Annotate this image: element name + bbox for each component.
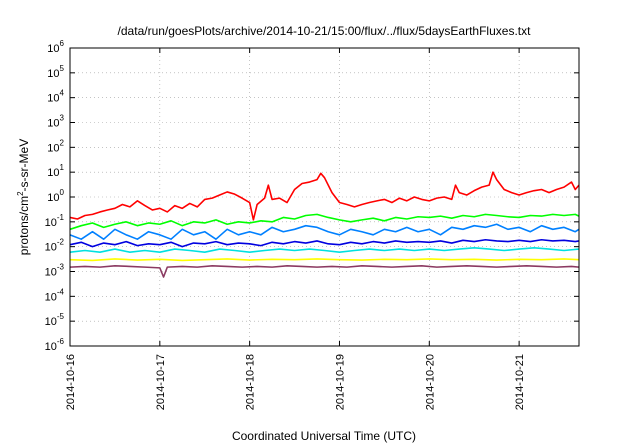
y-tick-label-exp: 2 — [60, 138, 65, 147]
y-tick-label: 104 — [47, 89, 64, 105]
series-line-2 — [69, 213, 580, 231]
y-tick-label-base: 10 — [45, 217, 57, 229]
x-tick-label: 2014-10-17 — [155, 354, 167, 410]
x-tick-label: 2014-10-19 — [334, 354, 346, 410]
y-tick-label-exp: -2 — [57, 238, 65, 247]
y-axis-label-rest: -s-sr-MeV — [17, 139, 31, 192]
y-tick-label-exp: 1 — [60, 163, 65, 172]
y-tick-label: 102 — [47, 138, 64, 154]
series-line-5 — [69, 247, 580, 253]
y-tick-label-exp: 3 — [60, 114, 65, 123]
y-tick-label-exp: -3 — [57, 263, 65, 272]
x-tick-label: 2014-10-16 — [65, 354, 77, 410]
y-tick-label-base: 10 — [47, 167, 59, 179]
y-tick-label-base: 10 — [45, 341, 57, 353]
y-tick-label-base: 10 — [45, 242, 57, 254]
y-tick-label: 10-3 — [45, 263, 65, 279]
x-tick-label: 2014-10-21 — [514, 354, 526, 410]
y-axis-label-base: protons/cm — [17, 196, 31, 255]
y-axis-label-sup: 2 — [16, 191, 25, 196]
y-tick-label-exp: 0 — [60, 188, 65, 197]
y-tick-label-base: 10 — [45, 316, 57, 328]
y-tick-label-exp: -1 — [57, 213, 65, 222]
series-line-4 — [69, 238, 580, 248]
grid — [69, 48, 579, 346]
y-tick-label-exp: -6 — [57, 337, 65, 346]
y-tick-label: 101 — [47, 163, 64, 179]
y-tick-label-base: 10 — [47, 43, 59, 55]
axes: 10-610-510-410-310-210-11001011021031041… — [45, 39, 579, 410]
y-tick-label: 10-5 — [45, 312, 65, 328]
x-tick-label: 2014-10-18 — [245, 354, 257, 410]
y-tick-label-base: 10 — [45, 291, 57, 303]
y-tick-label-exp: -4 — [57, 287, 65, 296]
y-tick-label: 100 — [47, 188, 64, 204]
y-tick-label: 106 — [47, 39, 64, 55]
y-tick-label: 10-4 — [45, 287, 65, 303]
y-tick-label-exp: 4 — [60, 89, 65, 98]
y-tick-label: 10-2 — [45, 238, 65, 254]
x-axis-label: Coordinated Universal Time (UTC) — [232, 429, 416, 443]
y-tick-label-exp: 6 — [60, 39, 65, 48]
y-tick-label: 10-1 — [45, 213, 65, 229]
y-tick-label: 105 — [47, 64, 64, 80]
y-tick-label-exp: -5 — [57, 312, 65, 321]
y-tick-label-base: 10 — [47, 118, 59, 130]
series-line-3 — [69, 223, 580, 240]
y-tick-label-base: 10 — [45, 267, 57, 279]
series-line-6 — [69, 258, 580, 262]
y-tick-label-base: 10 — [47, 93, 59, 105]
y-tick-label-base: 10 — [47, 142, 59, 154]
y-tick-label-base: 10 — [47, 68, 59, 80]
series-line-1 — [69, 171, 580, 221]
chart-title: /data/run/goesPlots/archive/2014-10-21/1… — [118, 24, 532, 38]
y-tick-label: 103 — [47, 114, 64, 130]
y-tick-label-exp: 5 — [60, 64, 65, 73]
series-lines — [69, 171, 580, 278]
y-tick-label-base: 10 — [47, 192, 59, 204]
y-tick-label: 10-6 — [45, 337, 65, 353]
x-tick-label: 2014-10-20 — [424, 354, 436, 410]
y-axis-label: protons/cm2-s-sr-MeV — [16, 139, 31, 255]
series-line-7 — [69, 264, 580, 278]
